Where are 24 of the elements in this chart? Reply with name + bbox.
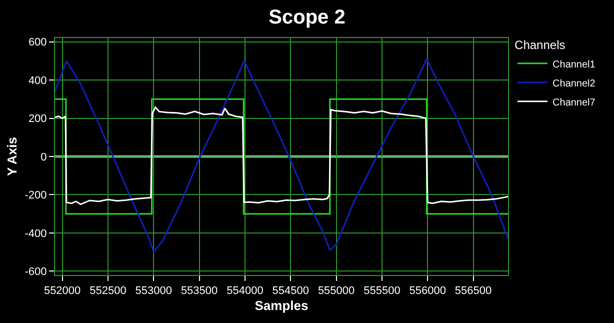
x-tick-label: 553000 — [135, 285, 172, 298]
legend-label: Channel2 — [552, 78, 596, 90]
legend-label: Channel7 — [552, 97, 596, 108]
legend-title: Channels — [514, 38, 566, 52]
x-axis-title: Samples — [254, 298, 308, 313]
x-tick-label: 554000 — [226, 285, 264, 298]
y-tick-label: 200 — [28, 113, 47, 126]
x-tick-label: 555000 — [318, 285, 355, 298]
chart-title: Scope 2 — [268, 6, 346, 29]
x-tick-label: 556500 — [454, 285, 492, 298]
y-tick-label: 400 — [28, 74, 47, 87]
x-tick-label: 553500 — [180, 285, 218, 298]
y-tick-label: -400 — [24, 228, 47, 240]
y-tick-label: 0 — [40, 151, 47, 164]
y-axis-title: Y Axis — [4, 136, 20, 176]
x-tick-label: 554500 — [272, 285, 309, 298]
x-tick-label: 556000 — [409, 285, 446, 298]
y-tick-label: -600 — [24, 266, 47, 278]
y-tick-label: 600 — [28, 36, 47, 49]
legend-label: Channel1 — [552, 59, 596, 70]
x-tick-label: 552500 — [90, 285, 126, 298]
y-tick-label: -200 — [24, 190, 47, 202]
x-tick-label: 552000 — [44, 285, 81, 298]
x-tick-label: 555500 — [364, 285, 400, 298]
